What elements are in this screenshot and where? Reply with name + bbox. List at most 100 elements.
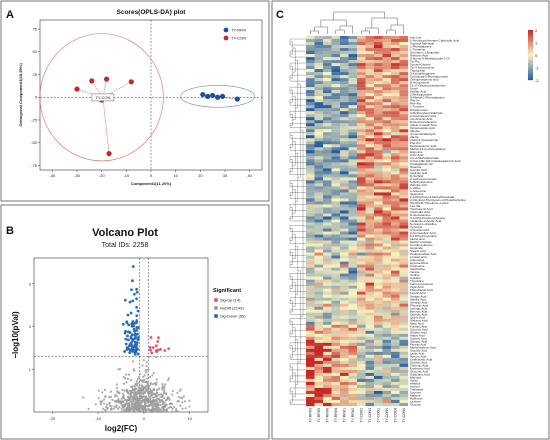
volcano-point-down	[131, 320, 135, 323]
heatmap-cell	[314, 147, 324, 151]
heatmap-cell	[306, 201, 315, 205]
heatmap-cell	[357, 354, 366, 359]
colorbar-segment	[528, 78, 533, 81]
score-point	[89, 78, 95, 84]
row-dendrogram	[290, 89, 293, 103]
colorbar-segment	[528, 37, 533, 39]
heatmap-cell	[348, 267, 358, 271]
y-axis-label: −log10(pVal)	[11, 311, 20, 359]
heatmap-cell	[391, 132, 400, 136]
score-point	[106, 151, 112, 157]
heatmap-cell	[399, 171, 409, 175]
score-point	[205, 93, 211, 99]
heatmap-cell	[331, 321, 341, 325]
heatmap-cell	[323, 294, 332, 298]
heatmap-cell	[357, 297, 366, 301]
volcano-point-nodiff	[163, 396, 166, 400]
volcano-point-down	[123, 331, 127, 335]
heatmap-cell	[374, 39, 383, 43]
score-point	[74, 86, 80, 92]
volcano-point-nodiff	[134, 390, 137, 393]
heatmap-cell	[314, 222, 324, 226]
heatmap-cell	[340, 339, 349, 343]
x-tick-label: 0	[150, 173, 153, 178]
x-axis-label: Component1(11.20%)	[131, 181, 172, 186]
heatmap-cell	[391, 357, 400, 362]
heatmap-cell	[391, 117, 400, 121]
heatmap-cell	[374, 123, 383, 127]
heatmap-cell	[374, 303, 383, 307]
heatmap-cell	[331, 309, 341, 313]
heatmap-cell	[331, 279, 341, 283]
heatmap-cell	[314, 39, 324, 43]
heatmap-cell	[323, 273, 332, 277]
heatmap-cell	[365, 171, 375, 175]
volcano-point-nodiff	[106, 406, 109, 409]
volcano-point-nodiff	[129, 400, 133, 403]
volcano-point-nodiff	[133, 385, 136, 388]
heatmap-row-label: Ferulic Acid	[410, 291, 426, 295]
colorbar-segment	[528, 65, 533, 67]
colorbar-segment	[528, 77, 533, 79]
heatmap-row-label: Inositol	[410, 385, 420, 389]
heatmap-cell	[365, 54, 375, 58]
heatmap-cell	[306, 147, 315, 151]
heatmap-cell	[357, 378, 366, 383]
heatmap-cell	[340, 252, 349, 256]
heatmap-cell	[323, 339, 332, 343]
colorbar-segment	[528, 61, 533, 63]
heatmap-cell	[348, 36, 358, 40]
heatmap-cell	[399, 276, 409, 280]
heatmap-cell	[382, 177, 392, 181]
volcano-point-down	[136, 309, 140, 313]
heatmap-cell	[306, 342, 315, 346]
heatmap-row-label: 4-Coumaraldehyde	[410, 132, 436, 136]
heatmap-cell	[306, 396, 315, 401]
heatmap-cell	[323, 285, 332, 289]
volcano-point-down	[132, 292, 136, 296]
heatmap-cell	[348, 273, 358, 277]
heatmap-cell	[365, 234, 375, 238]
heatmap-cell	[391, 165, 400, 169]
heatmap-cell	[323, 123, 332, 127]
heatmap-cell	[348, 126, 358, 130]
heatmap-cell	[399, 198, 409, 202]
heatmap-row-label: Cyclohexylamine	[410, 243, 433, 247]
heatmap-cell	[357, 351, 366, 356]
heatmap-cell	[399, 123, 409, 127]
heatmap-cell	[348, 363, 358, 368]
heatmap-cell	[323, 336, 332, 340]
heatmap-cell	[340, 195, 349, 199]
heatmap-row-label: Oxaloacetic Acid	[410, 357, 433, 361]
heatmap-cell	[357, 231, 366, 235]
heatmap-cell	[306, 258, 315, 262]
heatmap-cell	[391, 354, 400, 359]
heatmap-cell	[391, 246, 400, 250]
heatmap-cell	[323, 210, 332, 214]
volcano-point-down	[131, 299, 135, 303]
heatmap-cell	[331, 156, 341, 160]
volcano-point-down	[126, 338, 130, 342]
heatmap-cell	[314, 213, 324, 217]
volcano-point-down	[136, 325, 139, 329]
y-tick-label: 50	[33, 49, 38, 54]
heatmap-cell	[340, 333, 349, 337]
heatmap-cell	[331, 300, 341, 304]
heatmap-cell	[306, 111, 315, 115]
heatmap-cell	[306, 114, 315, 118]
heatmap-cell	[382, 390, 392, 395]
heatmap-row-label: Sebacic Acid	[410, 339, 428, 343]
heatmap-cell	[365, 222, 375, 226]
heatmap-cell	[348, 384, 358, 389]
heatmap-cell	[340, 270, 349, 274]
heatmap-cell	[340, 318, 349, 322]
heatmap-cell	[391, 318, 400, 322]
heatmap-cell	[331, 375, 341, 380]
score-point	[215, 94, 221, 100]
heatmap-cell	[323, 90, 332, 94]
volcano-point-nodiff	[130, 395, 133, 398]
colorbar-segment	[528, 66, 533, 68]
volcano-point-nodiff	[171, 410, 174, 413]
heatmap-cell	[391, 51, 400, 55]
heatmap-cell	[314, 393, 324, 398]
